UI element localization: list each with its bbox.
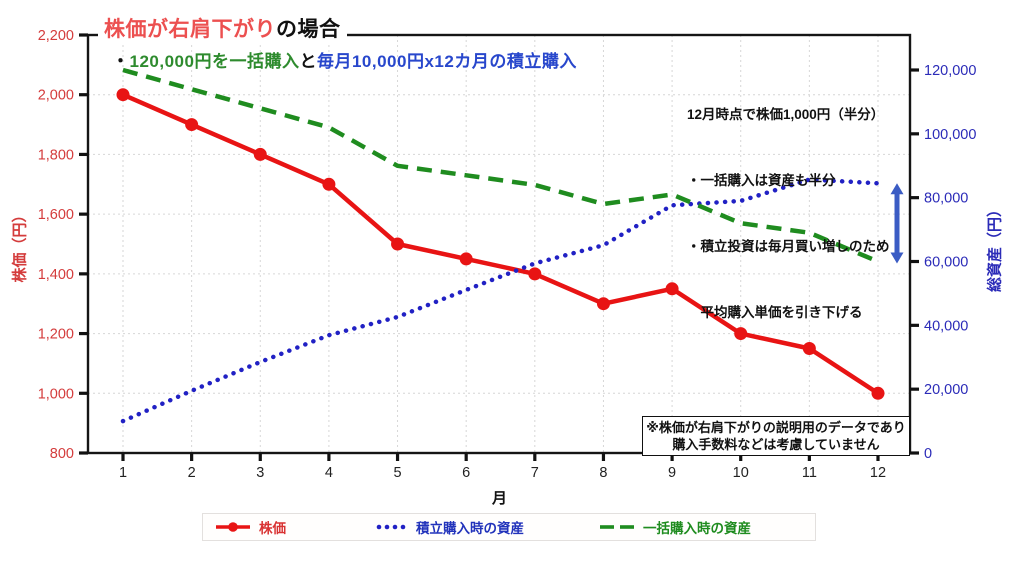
annotation-line: ・一括購入は資産も半分 [687,173,836,188]
svg-text:7: 7 [531,465,539,481]
svg-text:100,000: 100,000 [924,127,976,143]
legend-label: 積立購入時の資産 [416,521,524,536]
svg-text:20,000: 20,000 [924,382,968,398]
chart-title: 株価が右肩下がりの場合 [98,13,347,43]
svg-text:1: 1 [119,465,127,481]
legend-dotted-line-icon [376,524,406,530]
subtitle-connector: と [299,52,317,71]
subtitle-bullet: ・ [112,52,130,71]
annotation-line: ・積立投資は毎月買い増しのため [687,239,890,254]
svg-text:60,000: 60,000 [924,255,968,271]
legend-item-lumpsum-assets: 一括購入時の資産 [599,514,751,540]
svg-text:6: 6 [462,465,470,481]
svg-text:1,000: 1,000 [38,386,74,402]
chart-title-suffix: の場合 [276,18,341,41]
legend-label: 株価 [259,521,286,536]
legend-label: 一括購入時の資産 [643,521,751,536]
svg-text:5: 5 [394,465,402,481]
svg-text:1,400: 1,400 [38,267,74,283]
disclaimer-note: ※株価が右肩下がりの説明用のデータであり 購入手数料などは考慮していません [642,416,910,456]
svg-text:11: 11 [802,465,817,481]
subtitle-lumpsum: 120,000円を一括購入 [129,52,300,71]
svg-text:4: 4 [325,465,333,481]
svg-text:120,000: 120,000 [924,63,976,79]
right-axis-title: 総資産（円） [986,201,1004,293]
svg-text:1,800: 1,800 [38,147,74,163]
disclaimer-line: 購入手数料などは考慮していません [672,437,880,452]
annotation-line: 平均購入単価を引き下げる [687,305,863,320]
chart-subtitle: ・120,000円を一括購入と毎月10,000円x12カ月の積立購入 [112,47,577,72]
x-axis-title: 月 [492,490,508,507]
legend-item-monthly-assets: 積立購入時の資産 [374,514,524,540]
svg-text:0: 0 [924,446,932,462]
svg-text:80,000: 80,000 [924,191,968,207]
subtitle-monthly: 毎月10,000円x12カ月の積立購入 [316,52,577,71]
svg-text:9: 9 [668,465,676,481]
legend-dashed-line-icon [600,525,634,529]
svg-text:2: 2 [188,465,196,481]
svg-text:10: 10 [733,465,749,481]
svg-text:800: 800 [50,446,74,462]
svg-text:2,200: 2,200 [38,28,74,44]
legend: 株価 積立購入時の資産 一括購入時の資産 [202,513,816,541]
disclaimer-line: ※株価が右肩下がりの説明用のデータであり [646,420,906,435]
legend-line-marker-icon [216,522,250,532]
svg-text:1,200: 1,200 [38,327,74,343]
svg-text:2,000: 2,000 [38,88,74,104]
svg-text:8: 8 [599,465,607,481]
legend-item-stock-price: 株価 [215,514,286,540]
annotation-line: 12月時点で株価1,000円（半分） [687,107,885,122]
left-axis-title: 株価（円） [11,207,29,283]
svg-text:40,000: 40,000 [924,318,968,334]
annotation-text: 12月時点で株価1,000円（半分） ・一括購入は資産も半分 ・積立投資は毎月買… [687,60,890,368]
svg-text:3: 3 [256,465,264,481]
svg-text:1,600: 1,600 [38,207,74,223]
svg-text:12: 12 [870,465,886,481]
chart-title-red: 株価が右肩下がり [104,18,276,41]
